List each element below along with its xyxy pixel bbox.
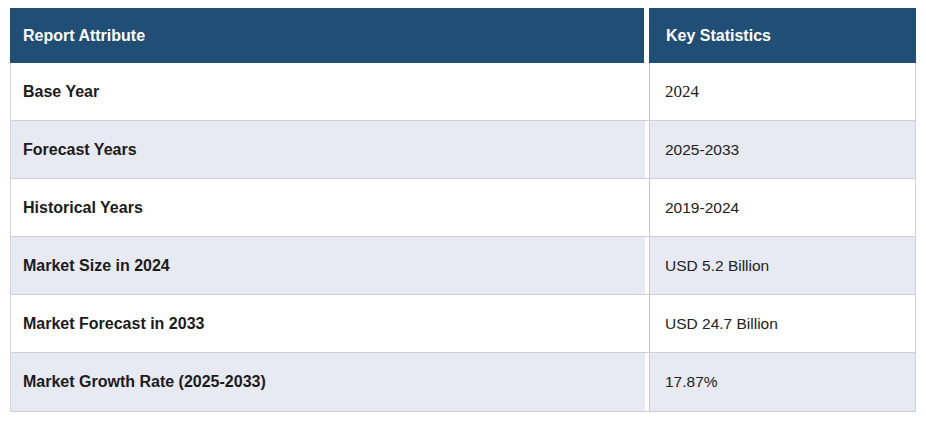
value-cell: 2024 xyxy=(649,63,915,120)
value-cell: USD 24.7 Billion xyxy=(649,295,915,352)
table-row: Historical Years 2019-2024 xyxy=(11,179,915,237)
attribute-cell: Forecast Years xyxy=(11,121,645,178)
table-body: Base Year 2024 Forecast Years 2025-2033 … xyxy=(10,63,916,412)
value-cell: 2019-2024 xyxy=(649,179,915,236)
table-row: Market Growth Rate (2025-2033) 17.87% xyxy=(11,353,915,411)
page: Report Attribute Key Statistics Base Yea… xyxy=(0,0,926,425)
attribute-cell: Base Year xyxy=(11,63,645,120)
table-header-row: Report Attribute Key Statistics xyxy=(10,8,916,63)
column-header-key-statistics: Key Statistics xyxy=(649,8,916,63)
value-cell: USD 5.2 Billion xyxy=(649,237,915,294)
report-statistics-table: Report Attribute Key Statistics Base Yea… xyxy=(10,8,916,412)
attribute-cell: Historical Years xyxy=(11,179,645,236)
attribute-cell: Market Growth Rate (2025-2033) xyxy=(11,353,645,411)
table-row: Market Forecast in 2033 USD 24.7 Billion xyxy=(11,295,915,353)
attribute-cell: Market Forecast in 2033 xyxy=(11,295,645,352)
table-row: Market Size in 2024 USD 5.2 Billion xyxy=(11,237,915,295)
table-row: Base Year 2024 xyxy=(11,63,915,121)
attribute-cell: Market Size in 2024 xyxy=(11,237,645,294)
column-header-report-attribute: Report Attribute xyxy=(10,8,644,63)
table-row: Forecast Years 2025-2033 xyxy=(11,121,915,179)
value-cell: 17.87% xyxy=(649,353,915,411)
column-header-label: Key Statistics xyxy=(666,27,771,45)
column-header-label: Report Attribute xyxy=(23,27,145,45)
value-cell: 2025-2033 xyxy=(649,121,915,178)
